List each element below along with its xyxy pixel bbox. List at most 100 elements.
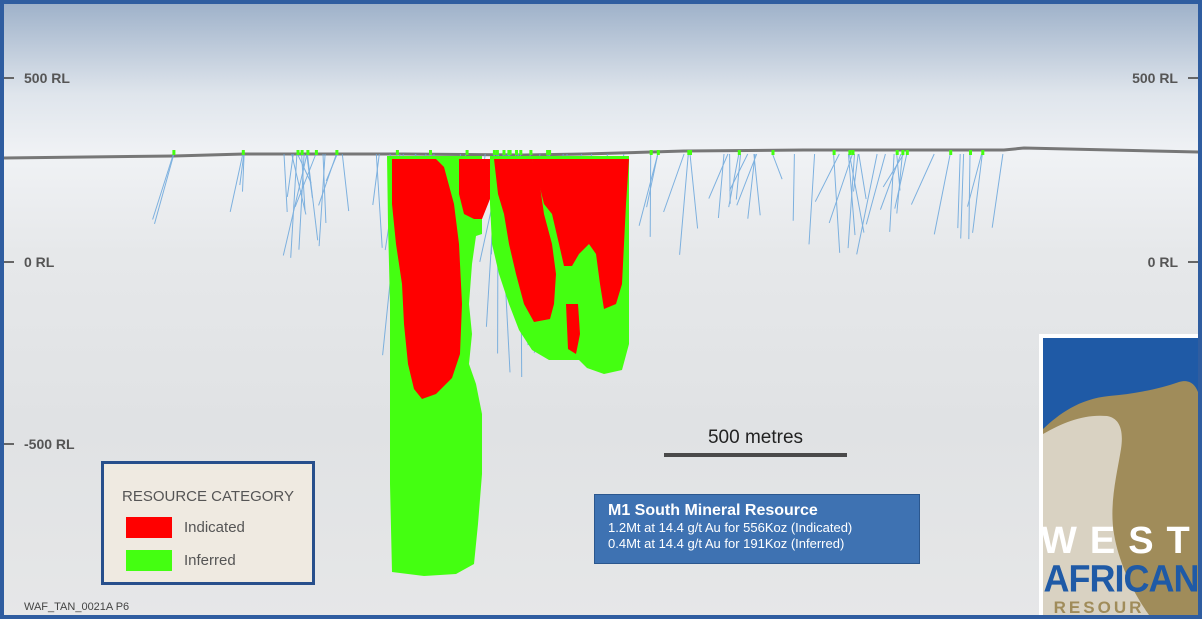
drillhole-trace [294, 153, 317, 208]
surface-speck [848, 150, 852, 155]
drillhole-trace [286, 153, 294, 197]
drillhole-trace [689, 153, 699, 229]
rl-label-left-minus-500: -500 RL [24, 436, 75, 452]
drillhole-trace [729, 153, 731, 204]
drillhole-trace [735, 153, 741, 200]
drillhole-trace [828, 153, 853, 224]
legend-title: RESOURCE CATEGORY [122, 488, 294, 505]
drillhole-trace [957, 153, 961, 229]
drillhole-trace [663, 153, 685, 213]
surface-speck [306, 150, 310, 155]
surface-speck [395, 150, 399, 155]
surface-speck [737, 150, 741, 155]
drillhole-trace [325, 153, 338, 182]
drillhole-trace [833, 153, 841, 253]
drillhole-trace [372, 153, 380, 206]
rl-label-left-500: 500 RL [24, 70, 70, 86]
rl-label-right-500: 500 RL [1132, 70, 1178, 86]
drillhole-trace [853, 153, 859, 192]
indicated-resource-body [392, 159, 629, 399]
surface-speck [300, 150, 304, 155]
drillhole-trace [375, 153, 383, 248]
surface-speck [687, 150, 691, 155]
drillhole-trace [297, 153, 312, 184]
rl-tick-left-minus-500 [4, 443, 14, 445]
surface-speck [465, 150, 469, 155]
drillhole-trace [638, 153, 659, 226]
topography-line [4, 146, 1198, 160]
legend-label-inferred: Inferred [184, 552, 236, 569]
drillhole-trace [848, 153, 865, 233]
rl-tick-right-0 [1188, 261, 1198, 263]
drillhole-trace [889, 153, 895, 232]
drillhole-trace [856, 153, 878, 255]
drillhole-trace [896, 153, 903, 214]
drillhole-trace [814, 153, 840, 202]
surface-speck [895, 150, 899, 155]
resource-category-legend: RESOURCE CATEGORY Indicated Inferred [101, 461, 315, 585]
drillhole-trace [154, 153, 175, 225]
drillhole-trace [341, 153, 350, 212]
surface-speck [515, 150, 518, 155]
drillhole-trace [894, 153, 908, 209]
mineral-resource-summary: M1 South Mineral Resource 1.2Mt at 14.4 … [594, 494, 920, 564]
drillhole-trace [301, 153, 306, 211]
document-reference-code: WAF_TAN_0021A P6 [24, 601, 130, 613]
drillhole-trace [708, 153, 729, 199]
surface-speck [969, 150, 972, 155]
drillhole-trace [679, 153, 689, 255]
company-logo [1039, 334, 1198, 615]
surface-speck [495, 150, 499, 155]
drillhole-trace [717, 153, 725, 219]
drillhole-trace [239, 153, 245, 186]
legend-swatch-inferred [126, 550, 172, 571]
drillhole-trace [792, 153, 795, 221]
drillhole-trace [910, 153, 935, 205]
drillhole-trace [972, 153, 983, 233]
surface-speck [172, 150, 176, 155]
drillhole-trace [847, 153, 856, 236]
rl-tick-left-0 [4, 261, 14, 263]
drillhole-trace [290, 153, 298, 258]
drillhole-trace [968, 153, 971, 240]
drillhole-trace [960, 153, 965, 239]
surface-speck [656, 150, 660, 155]
drillhole-trace [882, 153, 905, 188]
drillhole-trace [282, 153, 308, 256]
resource-summary-title: M1 South Mineral Resource [608, 502, 818, 519]
drillhole-trace [808, 153, 816, 245]
resource-summary-inferred: 0.4Mt at 14.4 g/t Au for 191Koz (Inferre… [608, 536, 845, 551]
scale-bar [664, 453, 847, 457]
surface-speck [335, 150, 339, 155]
surface-speck [546, 150, 550, 155]
rl-label-left-0: 0 RL [24, 254, 55, 270]
drillhole-trace [772, 153, 783, 180]
surface-speck [241, 150, 245, 155]
surface-speck [649, 150, 653, 155]
rl-label-right-0: 0 RL [1147, 254, 1178, 270]
legend-label-indicated: Indicated [184, 519, 245, 536]
surface-speck [296, 150, 300, 155]
surface-speck [832, 150, 836, 155]
surface-speck [508, 150, 512, 155]
surface-inferred-specks [172, 150, 985, 155]
surface-speck [548, 150, 552, 155]
legend-swatch-indicated [126, 517, 172, 538]
drillhole-trace [736, 153, 758, 206]
drillhole-trace [318, 153, 326, 247]
resource-summary-indicated: 1.2Mt at 14.4 g/t Au for 556Koz (Indicat… [608, 520, 853, 535]
cross-section-diagram [4, 146, 1198, 576]
drillhole-trace [753, 153, 761, 216]
drillhole-trace [152, 153, 174, 220]
drillhole-trace [747, 153, 756, 219]
drillhole-trace [729, 153, 749, 191]
drillhole-trace [933, 153, 951, 235]
surface-speck [529, 150, 533, 155]
surface-speck [519, 150, 523, 155]
surface-speck [502, 150, 506, 155]
surface-speck [905, 150, 909, 155]
surface-speck [949, 150, 953, 155]
logo-text-west: WEST [1041, 520, 1202, 562]
logo-text-resources: RESOURCES [1053, 598, 1189, 617]
drillhole-trace [306, 153, 319, 241]
